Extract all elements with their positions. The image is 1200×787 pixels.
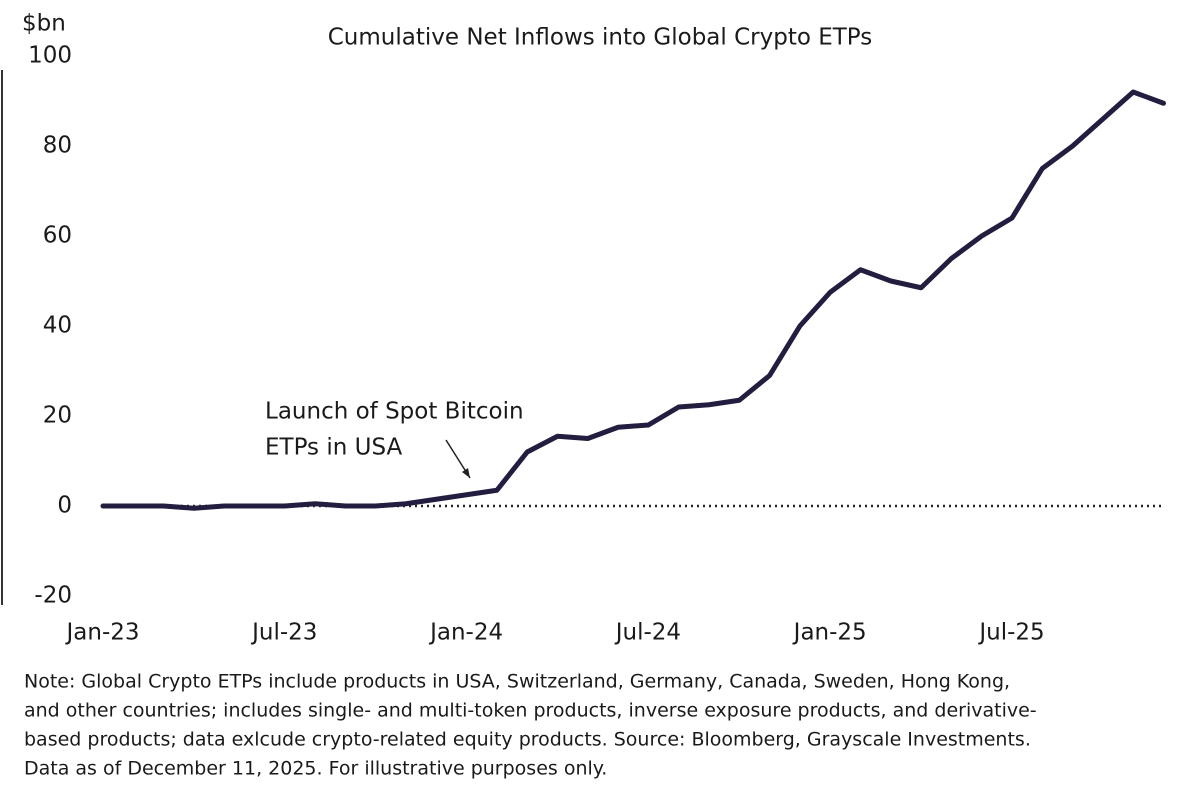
y-tick-label: 80 — [43, 133, 72, 159]
x-tick-label: Jul-23 — [250, 620, 317, 646]
y-tick-label: 100 — [28, 43, 72, 69]
y-tick-label: 60 — [43, 223, 72, 249]
x-tick-label: Jan-24 — [428, 620, 503, 646]
y-tick-label: 40 — [43, 313, 72, 339]
chart-title: Cumulative Net Inflows into Global Crypt… — [328, 25, 873, 51]
x-tick-label: Jul-24 — [614, 620, 681, 646]
annotation-arrowhead — [462, 468, 470, 478]
annotation: Launch of Spot Bitcoin — [265, 399, 524, 425]
note: based products; data exlcude crypto-rela… — [24, 729, 1031, 751]
y-tick-label: 20 — [43, 403, 72, 429]
note: Data as of December 11, 2025. For illust… — [24, 758, 607, 780]
x-tick-label: Jul-25 — [977, 620, 1044, 646]
y-axis-label: $bn — [22, 11, 66, 37]
data-line — [100, 89, 1166, 511]
x-tick-label: Jan-23 — [64, 620, 139, 646]
y-tick-label: -20 — [34, 583, 72, 609]
annotation: ETPs in USA — [265, 435, 402, 461]
x-tick-label: Jan-25 — [792, 620, 867, 646]
y-tick-label: 0 — [57, 493, 72, 519]
note: and other countries; includes single- an… — [24, 700, 1037, 722]
note: Note: Global Crypto ETPs include product… — [24, 671, 1010, 693]
